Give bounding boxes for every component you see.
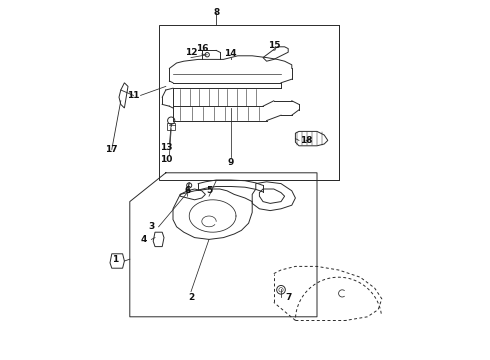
Text: 3: 3 <box>148 222 154 231</box>
Text: 17: 17 <box>105 145 118 154</box>
Text: 12: 12 <box>185 48 197 57</box>
Bar <box>167 123 175 130</box>
Text: 5: 5 <box>206 186 212 195</box>
Text: 14: 14 <box>224 49 237 58</box>
Text: 6: 6 <box>184 186 191 195</box>
Text: 7: 7 <box>285 292 292 302</box>
Bar <box>159 25 339 180</box>
Text: 8: 8 <box>213 8 220 17</box>
Text: 4: 4 <box>141 235 147 244</box>
Text: 10: 10 <box>160 154 172 163</box>
Text: 9: 9 <box>227 158 234 167</box>
Text: 2: 2 <box>188 292 194 302</box>
Text: 1: 1 <box>112 255 119 264</box>
Text: 18: 18 <box>300 136 313 145</box>
Text: 13: 13 <box>160 143 172 152</box>
Text: 11: 11 <box>127 91 140 100</box>
Text: 16: 16 <box>196 44 208 53</box>
Text: 15: 15 <box>268 40 280 49</box>
